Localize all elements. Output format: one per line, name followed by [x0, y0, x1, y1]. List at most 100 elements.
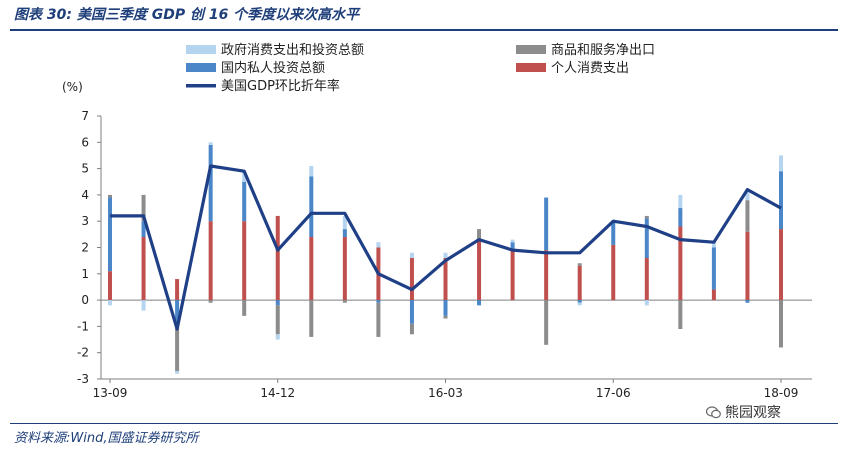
y-tick-label: -3: [77, 372, 89, 386]
bar-inv: [242, 181, 247, 222]
legend-label-netexp: 商品和服务净出口: [551, 42, 655, 58]
bar-cons: [141, 236, 146, 301]
legend-label-cons: 个人消费支出: [551, 61, 629, 76]
bar-netexp: [108, 194, 112, 198]
bar-cons: [577, 265, 582, 301]
bar-netexp: [242, 300, 247, 316]
bar-netexp: [443, 315, 448, 319]
legend-swatch-gdp: [186, 84, 216, 88]
bar-cons: [544, 250, 549, 301]
bar-inv: [175, 300, 180, 327]
legend-swatch-gov: [186, 45, 216, 54]
bar-netexp: [409, 323, 414, 335]
legend-label-gov: 政府消费支出和投资总额: [221, 42, 364, 58]
bar-inv: [309, 176, 314, 237]
bar-netexp: [342, 300, 347, 303]
bar-inv: [342, 229, 347, 237]
bar-netexp: [577, 263, 582, 266]
bar-cons: [275, 215, 280, 301]
legend-swatch-netexp: [516, 45, 546, 54]
bar-netexp: [175, 326, 180, 372]
bar-series: [108, 142, 783, 374]
gdp-line-series: [109, 164, 782, 331]
bar-inv: [275, 300, 280, 306]
bar-cons: [409, 258, 414, 301]
bar-netexp: [678, 300, 683, 330]
bar-netexp: [644, 215, 649, 219]
bar-inv: [611, 221, 616, 245]
bar-inv: [779, 171, 783, 230]
bar-gov: [745, 189, 750, 201]
bar-netexp: [208, 300, 213, 303]
bar-netexp: [275, 305, 280, 335]
bar-gov: [644, 300, 649, 306]
bar-netexp: [745, 200, 750, 232]
bar-cons: [342, 236, 347, 301]
figure-title: 图表 30: 美国三季度 GDP 创 16 个季度以来次高水平: [14, 7, 360, 23]
y-tick-label: 5: [81, 162, 89, 176]
bar-cons: [443, 258, 448, 301]
bar-gov: [108, 300, 112, 306]
bar-inv: [745, 300, 750, 303]
source-rule: [10, 423, 838, 424]
bar-cons: [175, 279, 180, 301]
bar-inv: [141, 221, 146, 237]
watermark: 熊园观察: [706, 402, 781, 422]
bar-gov: [208, 142, 213, 145]
y-tick-label: 6: [81, 135, 89, 149]
bar-inv: [510, 242, 515, 251]
title-rule: [10, 29, 838, 31]
bar-inv: [443, 300, 448, 316]
x-tick-label: 17-06: [596, 386, 631, 400]
bar-gov: [779, 155, 783, 172]
wechat-icon: [706, 406, 721, 419]
bar-gov: [275, 334, 280, 340]
bar-gov: [342, 215, 347, 230]
x-tick-label: 13-09: [93, 386, 128, 400]
bar-gov: [175, 371, 180, 374]
bar-inv: [409, 300, 414, 324]
bar-cons: [309, 236, 314, 301]
bar-gov: [376, 242, 381, 248]
y-tick-label: 3: [81, 214, 89, 228]
bar-netexp: [544, 300, 549, 345]
bar-cons: [711, 289, 716, 301]
legend-swatch-cons: [516, 63, 546, 72]
legend-label-gdp: 美国GDP环比折年率: [221, 78, 340, 94]
bar-inv: [376, 300, 381, 303]
x-tick-label: 16-03: [428, 386, 463, 400]
bar-cons: [745, 231, 750, 301]
bar-inv: [108, 197, 112, 272]
bar-gov: [443, 252, 448, 259]
bar-netexp: [309, 300, 314, 337]
bar-gov: [409, 252, 414, 259]
bar-cons: [208, 221, 213, 301]
bar-inv: [577, 300, 582, 303]
bar-inv: [208, 144, 213, 222]
bar-cons: [678, 226, 683, 301]
bar-inv: [644, 218, 649, 259]
bar-cons: [644, 258, 649, 301]
bar-inv: [711, 247, 716, 290]
y-tick-label: -2: [77, 346, 89, 360]
y-tick-label: 7: [81, 109, 89, 123]
bar-inv: [678, 208, 683, 227]
x-tick-label: 18-09: [764, 386, 799, 400]
bar-cons: [510, 250, 515, 301]
legend-label-inv: 国内私人投资总额: [221, 60, 325, 76]
bar-inv: [544, 197, 549, 251]
bar-netexp: [376, 302, 381, 337]
bar-gov: [242, 171, 247, 182]
y-tick-label: 0: [81, 293, 89, 307]
chart-axes: -3 -2 -1 0 1 2 3 4 5 6 7 13-09 14-12 16-03 17-06 18-09: [77, 109, 812, 400]
bar-cons: [779, 229, 783, 301]
bar-netexp: [779, 300, 783, 348]
bar-cons: [242, 221, 247, 301]
watermark-text: 熊园观察: [725, 405, 781, 421]
bar-gov: [678, 194, 683, 209]
y-tick-label: 2: [81, 241, 89, 255]
bar-cons: [477, 239, 482, 301]
y-unit-label: (%): [62, 80, 83, 94]
